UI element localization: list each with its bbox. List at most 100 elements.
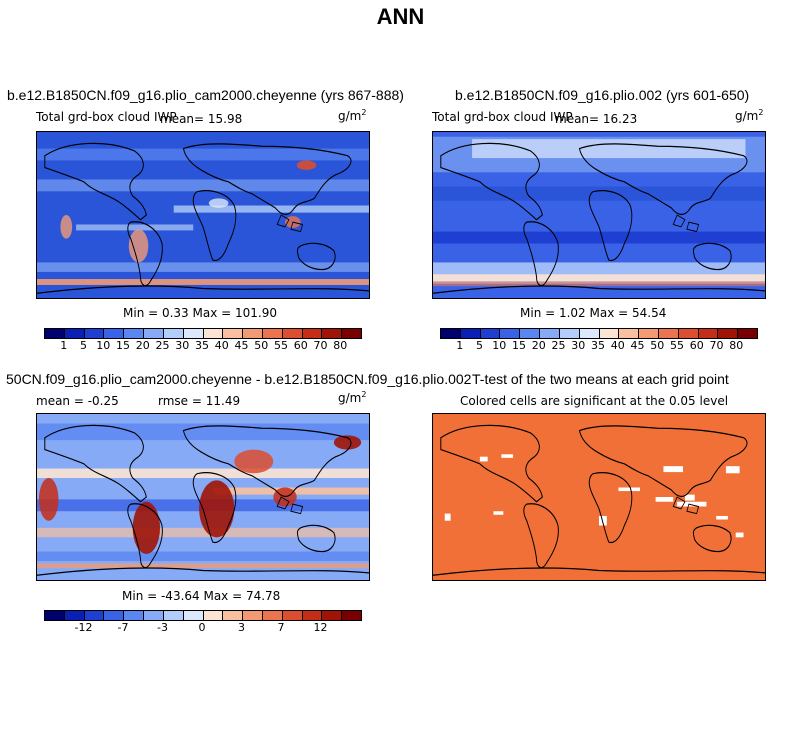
colorbar-swatch <box>738 329 757 338</box>
colorbar-label: 50 <box>254 339 269 352</box>
panel3-units: g/m2 <box>338 390 367 405</box>
panel2-minmax: Min = 1.02 Max = 54.54 <box>520 306 667 320</box>
colorbar-label: -12 <box>74 621 93 634</box>
colorbar-label: 70 <box>709 339 724 352</box>
colorbar-swatch <box>104 611 125 620</box>
colorbar-swatch <box>223 329 244 338</box>
colorbar-swatch <box>282 329 303 338</box>
colorbar-swatch <box>302 329 323 338</box>
panel4-title: T-test of the two means at each grid poi… <box>472 371 729 387</box>
colorbar-swatch <box>441 329 461 338</box>
colorbar-swatch <box>639 329 659 338</box>
colorbar-swatch <box>183 329 204 338</box>
colorbar-swatch <box>282 611 303 620</box>
panel1-units: g/m2 <box>338 108 367 123</box>
panel3-title: 50CN.f09_g16.plio_cam2000.cheyenne - b.e… <box>6 371 472 387</box>
panel1-variable: Total grd-box cloud IWP <box>36 110 177 124</box>
colorbar-swatch <box>658 329 679 338</box>
colorbar-label: 10 <box>492 339 507 352</box>
panel3-map <box>36 413 370 581</box>
panel4-map <box>432 413 766 581</box>
colorbar-swatch <box>183 611 204 620</box>
colorbar-label: 1 <box>456 339 464 352</box>
colorbar-label: 3 <box>238 621 245 634</box>
colorbar-label: 35 <box>195 339 209 352</box>
colorbar-swatch <box>144 329 164 338</box>
colorbar-label: 35 <box>591 339 605 352</box>
colorbar-label: 40 <box>610 339 625 352</box>
colorbar-label: 20 <box>531 339 546 352</box>
colorbar-label: 1 <box>60 339 68 352</box>
panel1-colorbar-labels: 1 5 10 15 20 25 30 35 40 45 50 55 60 70 80 <box>44 339 360 353</box>
colorbar-swatch <box>243 329 263 338</box>
colorbar-label: -7 <box>117 621 129 634</box>
colorbar-swatch <box>718 329 739 338</box>
colorbar-swatch <box>559 329 580 338</box>
colorbar-swatch <box>480 329 501 338</box>
colorbar-swatch <box>540 329 560 338</box>
colorbar-swatch <box>500 329 521 338</box>
colorbar-label: 12 <box>313 621 328 634</box>
panel3-colorbar <box>44 610 362 621</box>
colorbar-label: 80 <box>333 339 348 352</box>
panel2-variable: Total grd-box cloud IWP <box>432 110 573 124</box>
panel1-map <box>36 131 370 299</box>
panel1-mean: mean= 15.98 <box>160 112 243 126</box>
panel2-mean: mean= 16.23 <box>555 112 638 126</box>
colorbar-label: 50 <box>650 339 665 352</box>
colorbar-swatch <box>322 611 343 620</box>
colorbar-swatch <box>124 611 145 620</box>
colorbar-label: 15 <box>116 339 130 352</box>
colorbar-label: 40 <box>214 339 229 352</box>
panel2-colorbar-labels: 1 5 10 15 20 25 30 35 40 45 50 55 60 70 80 <box>440 339 756 353</box>
colorbar-label: 45 <box>234 339 249 352</box>
colorbar-swatch <box>342 329 361 338</box>
colorbar-swatch <box>262 611 283 620</box>
colorbar-swatch <box>262 329 283 338</box>
colorbar-label: 70 <box>313 339 328 352</box>
colorbar-label: 30 <box>175 339 190 352</box>
colorbar-swatch <box>243 611 263 620</box>
colorbar-swatch <box>342 611 361 620</box>
panel2-units: g/m2 <box>735 108 764 123</box>
panel2-map <box>432 131 766 299</box>
panel2-colorbar <box>440 328 758 339</box>
colorbar-swatch <box>678 329 699 338</box>
panel3-mean: mean = -0.25 <box>36 394 119 408</box>
colorbar-swatch <box>144 611 164 620</box>
colorbar-label: 7 <box>277 621 285 634</box>
colorbar-label: 55 <box>274 339 288 352</box>
colorbar-swatch <box>84 611 105 620</box>
panel1-title: b.e12.B1850CN.f09_g16.plio_cam2000.cheye… <box>7 87 404 103</box>
colorbar-label: 0 <box>198 621 206 634</box>
colorbar-label: 15 <box>512 339 526 352</box>
colorbar-swatch <box>45 329 65 338</box>
colorbar-swatch <box>223 611 244 620</box>
colorbar-swatch <box>619 329 640 338</box>
panel4-subtitle: Colored cells are significant at the 0.0… <box>460 394 729 408</box>
colorbar-swatch <box>203 611 224 620</box>
colorbar-swatch <box>64 329 85 338</box>
colorbar-label: 10 <box>96 339 111 352</box>
colorbar-label: 60 <box>293 339 308 352</box>
colorbar-label: 25 <box>155 339 170 352</box>
colorbar-label: 5 <box>476 339 483 352</box>
colorbar-label: 30 <box>571 339 586 352</box>
panel3-minmax: Min = -43.64 Max = 74.78 <box>122 589 281 603</box>
colorbar-swatch <box>579 329 600 338</box>
panel3-colorbar-labels: -12 -7 -3 0 3 7 12 <box>44 621 360 635</box>
panel1-minmax: Min = 0.33 Max = 101.90 <box>123 306 277 320</box>
colorbar-label: 45 <box>630 339 645 352</box>
panel1-colorbar <box>44 328 362 339</box>
colorbar-label: 60 <box>689 339 704 352</box>
colorbar-swatch <box>203 329 224 338</box>
panel2-title: b.e12.B1850CN.f09_g16.plio.002 (yrs 601-… <box>455 87 750 103</box>
colorbar-label: 55 <box>670 339 684 352</box>
colorbar-label: 25 <box>551 339 566 352</box>
colorbar-swatch <box>124 329 145 338</box>
colorbar-swatch <box>698 329 719 338</box>
colorbar-swatch <box>104 329 125 338</box>
colorbar-swatch <box>45 611 65 620</box>
colorbar-swatch <box>84 329 105 338</box>
colorbar-swatch <box>163 329 184 338</box>
